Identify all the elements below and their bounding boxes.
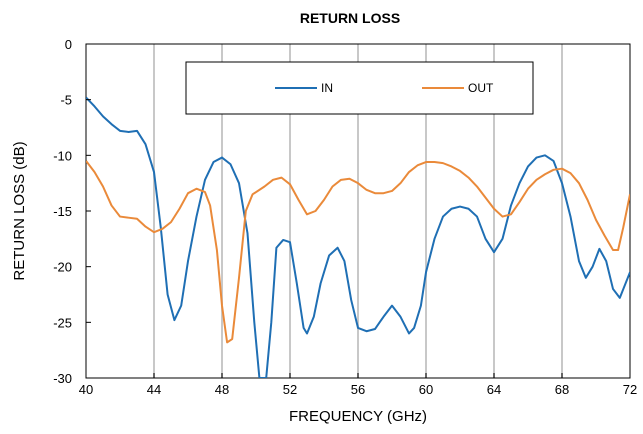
y-tick-label--10: -10	[53, 148, 72, 163]
legend: IN OUT	[185, 61, 534, 115]
legend-box	[185, 61, 534, 115]
x-tick-label-52: 52	[283, 382, 297, 397]
x-tick-label-48: 48	[215, 382, 229, 397]
x-tick-label-44: 44	[147, 382, 161, 397]
x-tick-label-40: 40	[79, 382, 93, 397]
x-tick-label-60: 60	[419, 382, 433, 397]
chart-title: RETURN LOSS	[300, 10, 400, 26]
x-axis-title: FREQUENCY (GHz)	[289, 408, 427, 425]
y-tick-label-0: 0	[65, 37, 72, 52]
axis-ticks: 40 44 48 52 56 60 64 68 72 0 -5 -10 -15 -20 -25 -30	[53, 37, 637, 397]
y-axis-title: RETURN LOSS (dB)	[11, 141, 28, 280]
legend-label-in: IN	[321, 81, 333, 95]
series-layer	[86, 96, 630, 378]
series-line-out	[86, 160, 630, 344]
x-tick-label-56: 56	[351, 382, 365, 397]
y-tick-label--15: -15	[53, 204, 72, 219]
y-tick-label--30: -30	[53, 371, 72, 386]
y-tick-label--20: -20	[53, 260, 72, 275]
x-tick-label-68: 68	[555, 382, 569, 397]
x-tick-label-64: 64	[487, 382, 501, 397]
x-tick-label-72: 72	[623, 382, 637, 397]
legend-label-out: OUT	[468, 81, 494, 95]
y-tick-label--25: -25	[53, 315, 72, 330]
y-tick-label--5: -5	[60, 93, 72, 108]
series-line-in	[86, 96, 630, 378]
